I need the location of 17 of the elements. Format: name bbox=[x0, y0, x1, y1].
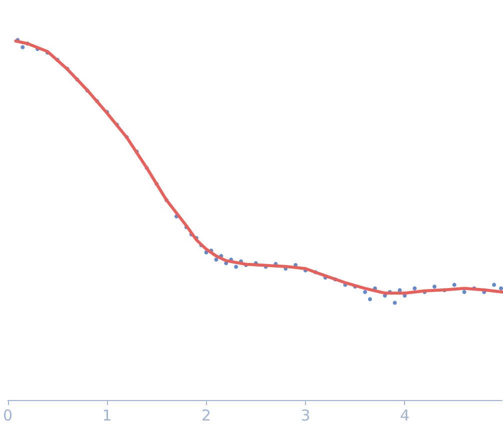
point bbox=[234, 264, 238, 269]
point bbox=[462, 290, 466, 294]
point bbox=[368, 297, 372, 302]
x-tick-label: 4 bbox=[400, 406, 410, 424]
x-tick-label: 2 bbox=[201, 406, 212, 424]
point bbox=[499, 286, 503, 290]
x-tick-label: 0 bbox=[3, 406, 13, 424]
point bbox=[214, 258, 218, 262]
point bbox=[492, 282, 496, 287]
x-tick-label: 1 bbox=[102, 406, 112, 424]
point bbox=[363, 290, 368, 294]
point bbox=[432, 284, 437, 289]
point bbox=[452, 282, 456, 287]
x-tick-label: 3 bbox=[300, 406, 310, 424]
point bbox=[412, 286, 417, 290]
point bbox=[392, 300, 397, 305]
point bbox=[20, 45, 25, 50]
